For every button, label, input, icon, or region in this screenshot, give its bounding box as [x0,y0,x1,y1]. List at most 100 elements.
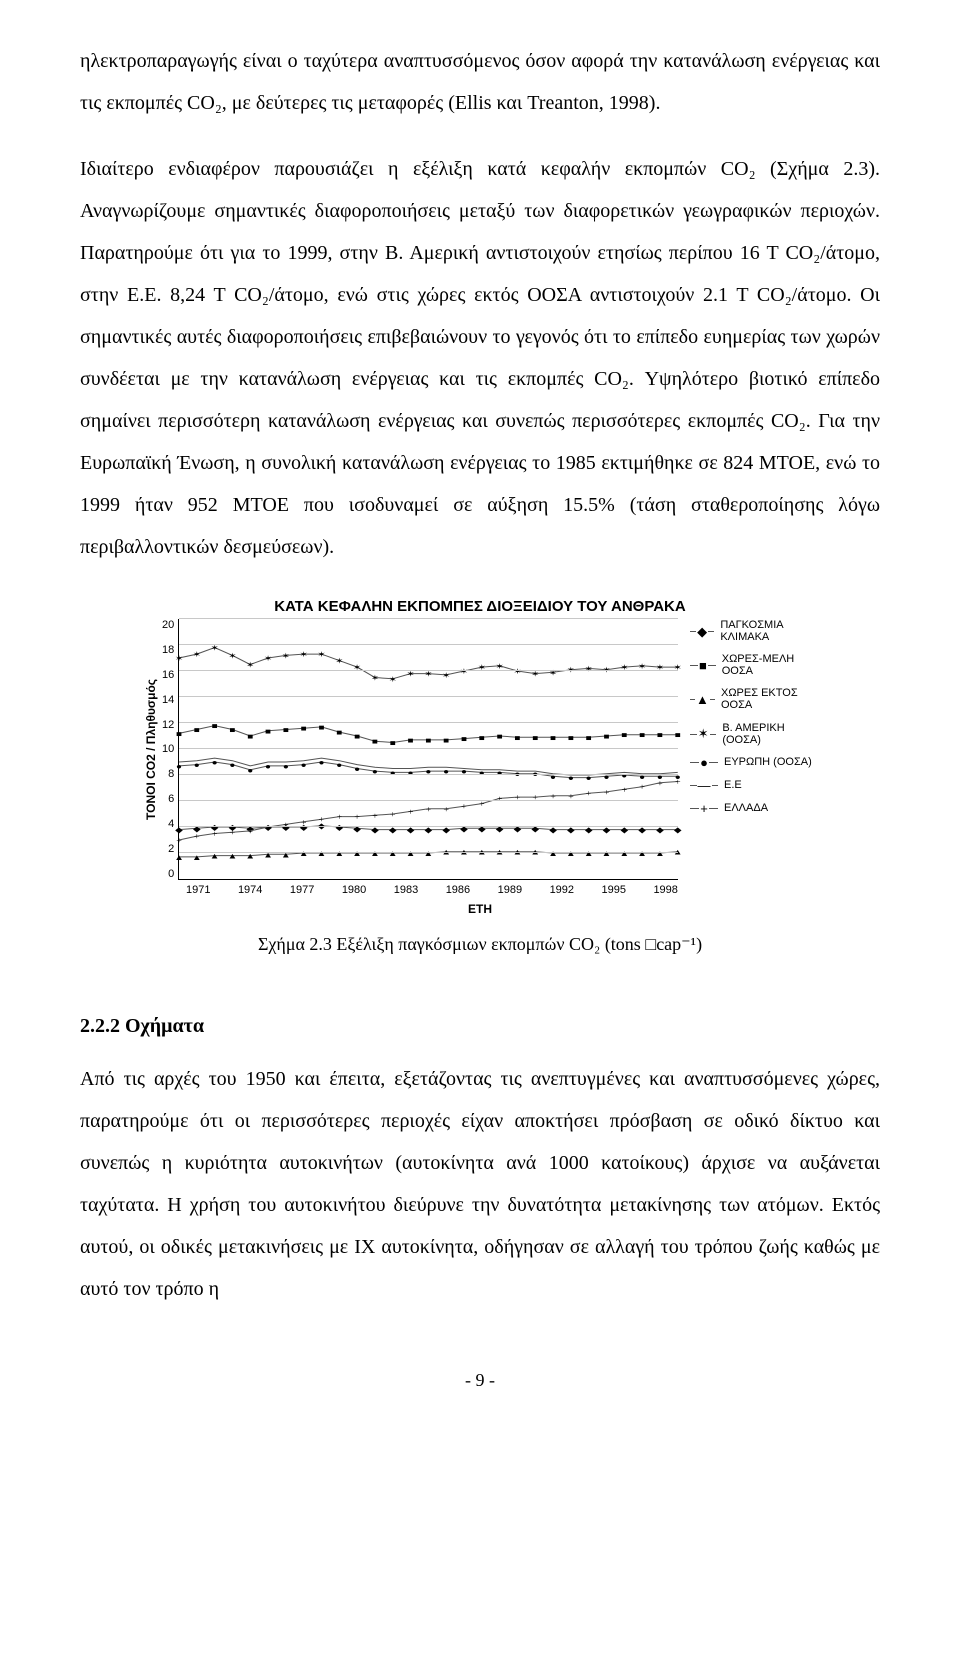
series-marker: ✶ [175,654,183,663]
series-marker: ✶ [193,650,201,659]
chart-caption: Σχήμα 2.3 Εξέλιξη παγκόσμιων εκπομπών CO… [80,934,880,955]
series-marker: ■ [265,727,271,736]
series-marker: ✶ [282,651,290,660]
series-marker: ▲ [174,853,184,862]
series-marker: + [372,811,378,820]
legend-item: —Ε.Ε [690,779,820,792]
series-marker: ● [283,762,289,771]
legend-swatch: ✶ [690,727,716,740]
series-marker: + [176,836,182,845]
series-marker: ▲ [566,849,576,858]
series-marker: ■ [657,731,663,740]
series-marker: ● [212,758,218,767]
series-marker: + [355,813,361,822]
x-tick: 1971 [186,884,210,896]
series-marker: ■ [443,736,449,745]
legend-label: ΕΥΡΩΠΗ (ΟΟΣΑ) [724,756,812,768]
series-marker: ■ [372,737,378,746]
series-marker: ▲ [655,849,665,858]
series-marker: + [266,823,272,832]
page-number: - 9 - [80,1370,880,1391]
series-marker: + [622,785,628,794]
series-marker: + [444,805,450,814]
series-marker: ■ [301,724,307,733]
y-tick: 6 [162,793,174,805]
series-marker: + [586,789,592,798]
series-marker: ■ [461,735,467,744]
series-marker: ▲ [620,849,630,858]
series-marker: + [461,802,467,811]
legend-item: ◆ ΠΑΓΚΟΣΜΙΑ ΚΛΙΜΑΚΑ [690,619,820,643]
series-marker: + [408,807,414,816]
series-marker: ● [194,761,200,770]
series-marker: ✶ [389,675,397,684]
series-marker: ▲ [352,849,362,858]
series-marker: ✶ [442,671,450,680]
series-marker: ▲ [192,853,202,862]
legend-label: ΕΛΛΑΔΑ [724,802,768,814]
series-marker: ▲ [548,849,558,858]
legend-item: +ΕΛΛΑΔΑ [690,802,820,815]
series-marker: ■ [479,733,485,742]
series-marker: ■ [408,736,414,745]
y-tick: 14 [162,694,174,706]
series-marker: ✶ [371,673,379,682]
series-marker: ▲ [388,849,398,858]
series-marker: + [230,828,236,837]
series-marker: ● [408,768,414,777]
series-marker: ■ [604,732,610,741]
series-marker: ▲ [602,849,612,858]
section-heading: 2.2.2 Οχήματα [80,1015,880,1038]
series-marker: ■ [568,733,574,742]
chart-x-label: ΕΤΗ [140,902,820,916]
series-marker: ■ [426,736,432,745]
chart-y-label: ΤΟΝΟΙ CO2 / Πληθυσμός [140,619,162,880]
legend-item: ■ ΧΩΡΕΣ-ΜΕΛΗ ΟΟΣΑ [690,653,820,677]
paragraph-2-text: Ιδιαίτερο ενδιαφέρον παρουσιάζει η εξέλι… [80,148,880,568]
legend-label: ΧΩΡΕΣ ΕΚΤΟΣ ΟΟΣΑ [721,687,820,711]
series-marker: ● [230,761,236,770]
legend-swatch: ● [690,756,718,769]
paragraph-2: Ιδιαίτερο ενδιαφέρον παρουσιάζει η εξέλι… [80,148,880,568]
series-marker: ● [301,761,307,770]
series-marker: ▲ [317,849,327,858]
x-tick: 1974 [238,884,262,896]
co2-chart: ΚΑΤΑ ΚΕΦΑΛΗΝ ΕΚΠΟΜΠΕΣ ΔΙΟΞΕΙΔΙΟΥ ΤΟΥ ΑΝΘ… [140,598,820,916]
legend-label: Ε.Ε [724,779,742,791]
series-marker: ■ [550,733,556,742]
legend-label: Β. ΑΜΕΡΙΚΗ (ΟΟΣΑ) [722,722,820,746]
y-tick: 10 [162,743,174,755]
series-marker: ■ [283,725,289,734]
legend-swatch: ◆ [690,625,714,638]
series-marker: ▲ [637,849,647,858]
chart-svg: ◆◆◆◆◆◆◆◆◆◆◆◆◆◆◆◆◆◆◆◆◆◆◆◆◆◆◆◆◆■■■■■■■■■■■… [179,619,678,879]
x-tick: 1980 [342,884,366,896]
series-marker: ▲ [584,849,594,858]
series-marker: + [604,788,610,797]
series-marker: ▲ [370,849,380,858]
x-tick: 1977 [290,884,314,896]
legend-item: ✶ Β. ΑΜΕΡΙΚΗ (ΟΟΣΑ) [690,722,820,746]
series-marker: ■ [515,733,521,742]
series-marker: ● [337,761,343,770]
series-marker: ✶ [335,657,343,666]
legend-label: ΠΑΓΚΟΣΜΙΑ ΚΛΙΜΑΚΑ [720,619,820,643]
series-marker: ■ [337,728,343,737]
series-marker: ■ [176,729,182,738]
series-marker: ■ [390,738,396,747]
series-marker: ■ [247,732,253,741]
series-marker: ✶ [318,650,326,659]
series-marker: ■ [354,732,360,741]
series-marker: + [337,813,343,822]
paragraph-1-text: ηλεκτροπαραγωγής είναι ο ταχύτερα αναπτυ… [80,40,880,124]
series-marker: ■ [532,733,538,742]
x-tick: 1986 [446,884,470,896]
legend-label: ΧΩΡΕΣ-ΜΕΛΗ ΟΟΣΑ [722,653,820,677]
series-marker: ● [319,758,325,767]
y-tick: 0 [162,868,174,880]
series-marker: ■ [639,731,645,740]
legend-swatch: ■ [690,659,716,672]
series-marker: ■ [319,723,325,732]
series-marker: ▲ [424,849,434,858]
series-marker: ✶ [264,654,272,663]
